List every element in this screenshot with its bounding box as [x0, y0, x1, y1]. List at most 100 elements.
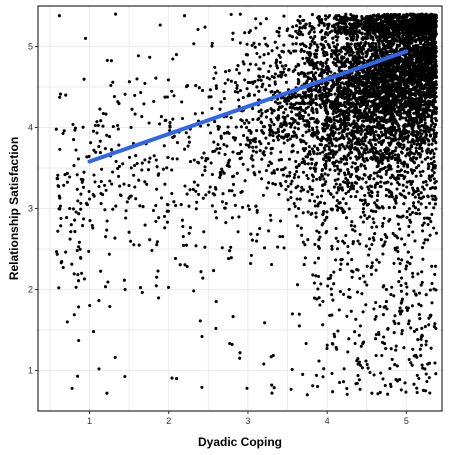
data-point [392, 85, 396, 89]
data-point [275, 46, 279, 50]
data-point [395, 142, 400, 146]
data-point [399, 276, 404, 280]
data-point [289, 196, 293, 200]
data-point [73, 126, 77, 130]
data-point [361, 220, 365, 224]
data-point [240, 119, 244, 123]
data-point [262, 53, 266, 57]
data-point [376, 38, 380, 42]
data-point [390, 132, 394, 136]
data-point [371, 103, 375, 107]
data-point [270, 120, 274, 124]
data-point [434, 62, 438, 66]
data-point [432, 325, 436, 329]
data-point [111, 125, 115, 129]
data-point [316, 256, 321, 260]
data-point [213, 120, 217, 124]
data-point [255, 232, 259, 237]
data-point [307, 145, 311, 149]
data-point [434, 119, 438, 123]
data-point [88, 197, 92, 201]
data-point [171, 117, 175, 121]
data-point [324, 143, 328, 148]
data-point [351, 161, 355, 165]
data-point [244, 143, 248, 147]
data-point [321, 64, 325, 68]
data-point [325, 346, 329, 351]
data-point [375, 156, 380, 160]
data-point [107, 135, 112, 139]
data-point [165, 220, 169, 224]
data-point [323, 172, 327, 176]
data-point [313, 242, 317, 246]
data-point [103, 208, 107, 212]
data-point [430, 194, 434, 198]
data-point [326, 137, 330, 142]
data-point [394, 146, 398, 150]
data-point [261, 193, 265, 197]
data-point [418, 347, 422, 351]
data-point [313, 204, 317, 208]
data-point [321, 126, 325, 131]
data-point [392, 261, 396, 265]
data-point [434, 122, 438, 127]
data-point [409, 37, 413, 41]
data-point [335, 42, 340, 47]
data-point [398, 306, 402, 310]
data-point [321, 189, 325, 193]
data-point [166, 78, 170, 82]
data-point [359, 79, 363, 83]
data-point [383, 113, 387, 117]
data-point [429, 346, 433, 350]
data-point [315, 48, 319, 52]
data-point [279, 158, 284, 162]
data-point [377, 42, 381, 46]
data-point [416, 208, 420, 212]
data-point [423, 121, 427, 125]
data-point [350, 269, 354, 273]
data-point [374, 332, 378, 337]
data-point [325, 210, 329, 214]
data-point [369, 132, 373, 136]
data-point [323, 35, 327, 40]
data-point [338, 48, 343, 52]
data-point [392, 205, 396, 209]
data-point [212, 269, 216, 273]
data-point [361, 274, 366, 278]
data-point [319, 194, 324, 198]
data-point [342, 45, 346, 49]
data-point [350, 181, 354, 185]
data-point [297, 19, 301, 23]
data-point [252, 93, 257, 97]
data-point [61, 265, 65, 270]
data-point [224, 201, 228, 205]
data-point [156, 269, 160, 273]
data-point [390, 285, 394, 289]
data-point [332, 115, 336, 120]
data-point [364, 359, 368, 363]
data-point [419, 354, 423, 358]
data-point [305, 173, 309, 178]
data-point [368, 370, 372, 375]
data-point [227, 131, 231, 135]
data-point [354, 72, 358, 77]
data-point [428, 314, 432, 318]
data-point [270, 75, 274, 79]
data-point [270, 171, 274, 175]
data-point [258, 226, 262, 231]
data-point [336, 239, 340, 243]
data-point [54, 127, 58, 131]
data-point [278, 219, 283, 223]
data-point [358, 276, 362, 280]
data-point [412, 169, 416, 173]
data-point [272, 171, 276, 175]
data-point [290, 35, 294, 39]
data-point [242, 62, 246, 66]
data-point [403, 74, 407, 78]
data-point [338, 92, 342, 96]
data-point [335, 208, 340, 212]
data-point [282, 14, 286, 18]
data-point [318, 303, 322, 307]
data-point [330, 247, 334, 251]
data-point [315, 229, 319, 233]
